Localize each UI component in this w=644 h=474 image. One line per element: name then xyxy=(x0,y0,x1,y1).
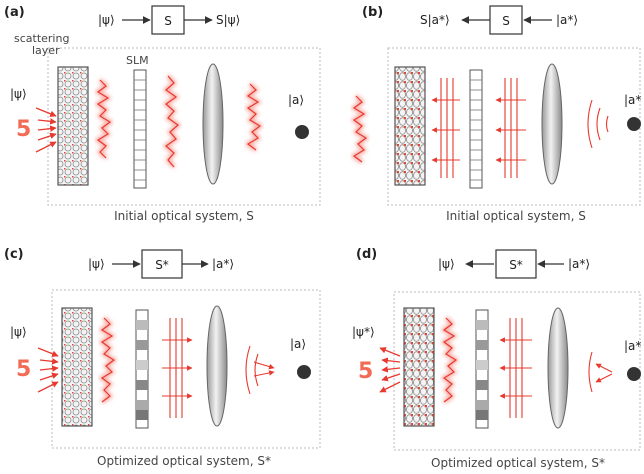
panel-b-scattering-layer xyxy=(394,66,426,186)
panel-a-side-ket: |ψ⟩ xyxy=(10,87,27,101)
panel-b-output-ket: S|a*⟩ xyxy=(420,13,450,27)
panel-d-block xyxy=(495,249,537,279)
panel-c-source: 5 xyxy=(16,357,31,382)
panel-d-caption: Optimized optical system, S* xyxy=(431,456,605,470)
panel-c-block-label: S* xyxy=(155,258,169,272)
panel-a-detector-ket: |a⟩ xyxy=(288,93,304,107)
panel-d-wave-1 xyxy=(440,316,460,404)
panel-d-detector-ket: |a* xyxy=(624,339,641,353)
panel-a-wave-1 xyxy=(94,78,114,160)
panel-c-focus-wave xyxy=(245,345,275,395)
panel-d-output-ket: |ψ⟩ xyxy=(438,257,455,271)
panel-d-block-label: S* xyxy=(509,258,523,272)
panel-b-spherical-wave xyxy=(587,99,609,149)
panel-b-detector-ket: |a* xyxy=(624,93,641,107)
panel-d-plane-wave xyxy=(499,318,532,418)
panel-b-slm xyxy=(469,69,483,189)
panel-c-slm xyxy=(135,309,149,429)
panel-d: (d) |ψ⟩ S* |a*⟩ |ψ*⟩ 5 xyxy=(352,247,641,470)
panel-c: (c) |ψ⟩ S* |a*⟩ |ψ⟩ 5 xyxy=(4,247,321,468)
panel-a-label: (a) xyxy=(4,5,25,20)
panel-a-source: 5 xyxy=(16,117,31,142)
panel-a-detector xyxy=(295,125,309,139)
panel-a-source-arrows xyxy=(35,107,57,153)
panel-a-frame xyxy=(47,47,321,206)
panel-c-input-ket: |ψ⟩ xyxy=(88,257,105,271)
panel-b-frame xyxy=(387,47,641,206)
panel-b-wave-out xyxy=(350,94,370,164)
panel-b-plane-wave-1 xyxy=(431,78,460,178)
panel-a-lens xyxy=(202,63,224,185)
panel-c-label: (c) xyxy=(4,247,24,262)
panel-c-detector-ket: |a⟩ xyxy=(290,337,306,351)
panel-c-wave-1 xyxy=(98,316,118,404)
panel-d-side-ket: |ψ*⟩ xyxy=(352,325,375,339)
panel-b: (b) S|a*⟩ S |a*⟩ xyxy=(350,5,641,223)
panel-b-input-ket: |a*⟩ xyxy=(556,13,578,27)
panel-b-block xyxy=(489,5,523,35)
panel-b-lens xyxy=(541,63,563,185)
panel-a-input-ket: |ψ⟩ xyxy=(98,13,115,27)
panel-c-detector xyxy=(297,365,311,379)
panel-a-wave-2 xyxy=(162,74,182,169)
panel-a-layer-label-2: layer xyxy=(32,44,60,57)
panel-c-block xyxy=(141,249,183,279)
panel-d-scattering-layer xyxy=(403,307,435,427)
panel-d-focus-wave xyxy=(588,351,613,393)
panel-b-detector xyxy=(627,117,641,131)
panel-d-slm xyxy=(475,309,489,429)
panel-c-scattering-layer xyxy=(61,307,93,427)
panel-d-detector xyxy=(627,367,641,381)
panel-a-slm-label: SLM xyxy=(126,54,149,67)
panel-c-source-arrows xyxy=(37,347,59,393)
panel-b-plane-wave-2 xyxy=(495,78,526,178)
panel-a-block-label: S xyxy=(164,14,172,28)
panel-d-lens xyxy=(547,307,569,429)
panel-b-label: (b) xyxy=(362,5,383,20)
panel-a-caption: Initial optical system, S xyxy=(114,209,254,223)
panel-a-layer-label-1: scattering xyxy=(14,32,69,45)
panel-a-scattering-layer xyxy=(57,66,89,186)
panel-d-source: 5 xyxy=(358,359,373,384)
panel-a-output-ket: S|ψ⟩ xyxy=(216,13,240,27)
panel-c-lens xyxy=(206,305,228,427)
panel-d-source-arrows xyxy=(379,347,401,393)
panel-b-caption: Initial optical system, S xyxy=(446,209,586,223)
panel-d-input-ket: |a*⟩ xyxy=(568,257,590,271)
panel-a-slm xyxy=(133,69,147,189)
panel-a-wave-3 xyxy=(244,82,264,152)
panel-d-label: (d) xyxy=(356,247,377,262)
panel-b-block-label: S xyxy=(502,14,510,28)
panel-a: (a) |ψ⟩ S S|ψ⟩ scattering layer SLM |ψ⟩ … xyxy=(4,5,321,223)
panel-c-side-ket: |ψ⟩ xyxy=(10,325,27,339)
panel-c-caption: Optimized optical system, S* xyxy=(97,454,271,468)
panel-c-output-ket: |a*⟩ xyxy=(212,257,234,271)
panel-c-plane-wave xyxy=(162,318,193,418)
